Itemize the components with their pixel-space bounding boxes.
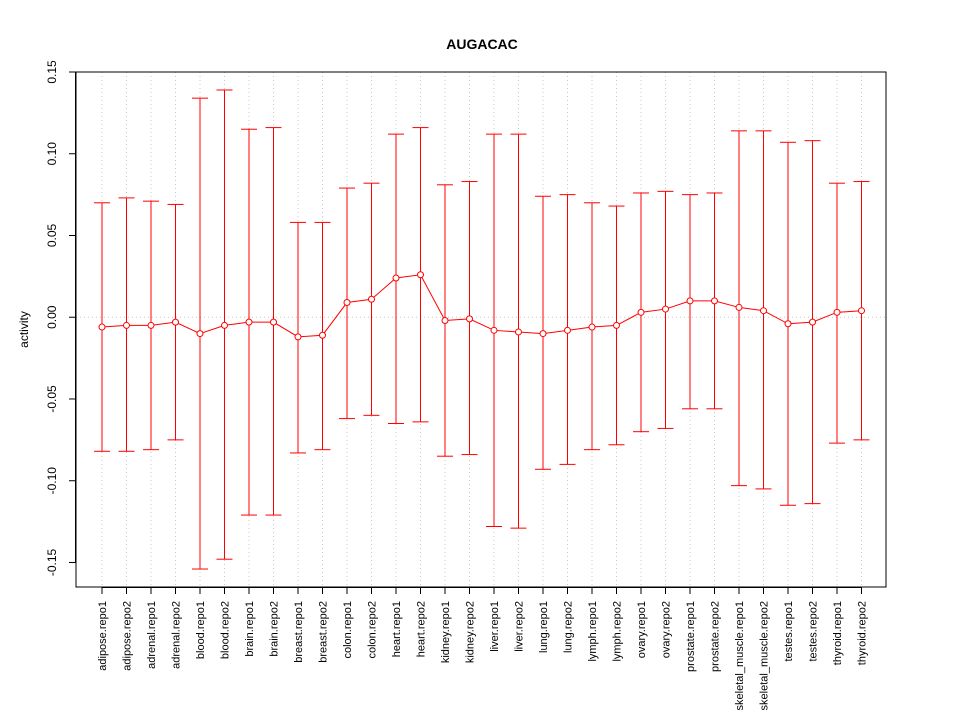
data-point <box>417 271 424 279</box>
x-tick-label: ovary.repo2 <box>661 601 673 658</box>
data-point <box>490 326 498 334</box>
y-tick-label: 0.15 <box>45 60 59 84</box>
x-tick-label: colon.repo1 <box>342 601 354 659</box>
x-tick-label: brain.repo1 <box>244 601 256 657</box>
y-tick-label: -0.05 <box>45 385 59 413</box>
data-point <box>760 307 767 315</box>
line-layer <box>101 274 862 338</box>
x-tick-label: thyroid.repo1 <box>832 601 844 665</box>
x-tick-label: adrenal.repo2 <box>171 601 183 669</box>
x-tick-label: skeletal_muscle.repo1 <box>734 601 746 710</box>
data-point <box>539 330 547 338</box>
data-point <box>515 328 522 336</box>
x-tick-label: breast.repo1 <box>293 601 305 663</box>
data-point <box>613 321 620 329</box>
axis-layer: -0.15 -0.10 -0.05 0.00 0.05 0.10 0.15 adipose.r… <box>45 60 869 710</box>
point-layer <box>98 271 865 341</box>
x-tick-label: adipose.repo2 <box>122 601 134 671</box>
grid-layer <box>76 72 886 587</box>
x-tick-label: liver.repo1 <box>489 601 501 652</box>
data-point <box>368 295 375 303</box>
y-tick-label: -0.15 <box>45 548 59 576</box>
data-point <box>245 318 253 326</box>
y-tick-label: 0.05 <box>45 223 59 247</box>
data-point <box>221 321 228 329</box>
x-tick-label: lung.repo1 <box>538 601 550 653</box>
data-point <box>319 331 326 339</box>
data-point <box>98 323 106 331</box>
x-tick-label: blood.repo2 <box>220 601 232 659</box>
x-tick-label: skeletal_muscle.repo2 <box>759 601 771 710</box>
data-point <box>294 333 302 341</box>
x-tick-label: testes.repo1 <box>783 601 795 662</box>
y-tick-label: 0.10 <box>45 142 59 166</box>
x-tick-label: colon.repo2 <box>367 601 379 659</box>
data-point <box>343 299 351 307</box>
data-point <box>392 274 400 282</box>
x-tick-label: thyroid.repo2 <box>857 601 869 665</box>
chart-title: AUGACAC <box>446 36 518 52</box>
data-point <box>441 317 449 325</box>
data-point <box>662 305 669 313</box>
x-tick-label: brain.repo2 <box>269 601 281 657</box>
x-tick-label: lymph.repo1 <box>587 601 599 662</box>
x-tick-label: adrenal.repo1 <box>146 601 158 669</box>
x-tick-label: prostate.repo1 <box>685 601 697 672</box>
data-point <box>858 307 865 315</box>
data-point <box>172 318 179 326</box>
data-point <box>466 315 473 323</box>
x-tick-label: lymph.repo2 <box>612 601 624 662</box>
data-point <box>809 318 816 326</box>
x-tick-label: lung.repo2 <box>563 601 575 653</box>
data-point <box>784 320 792 328</box>
y-tick-label: -0.10 <box>45 467 59 495</box>
data-point <box>564 326 571 334</box>
x-tick-label: kidney.repo2 <box>465 601 477 663</box>
x-tick-label: heart.repo2 <box>416 601 428 657</box>
x-tick-label: adipose.repo1 <box>97 601 109 671</box>
data-point <box>637 308 645 316</box>
x-tick-label: breast.repo2 <box>318 601 330 663</box>
data-point <box>123 321 130 329</box>
y-axis-label: activity <box>17 311 31 348</box>
x-tick-label: ovary.repo1 <box>636 601 648 658</box>
x-tick-label: liver.repo2 <box>514 601 526 652</box>
data-point <box>735 303 743 311</box>
data-point <box>147 321 155 329</box>
data-point <box>833 308 841 316</box>
data-point <box>711 297 718 305</box>
data-point <box>686 297 694 305</box>
y-tick-label: 0.00 <box>45 305 59 329</box>
errorbar-layer <box>94 89 870 570</box>
data-point <box>588 323 596 331</box>
data-point <box>270 318 277 326</box>
x-tick-label: prostate.repo2 <box>710 601 722 672</box>
x-tick-label: blood.repo1 <box>195 601 207 659</box>
series-line <box>101 274 862 338</box>
data-point <box>196 330 204 338</box>
plot-frame <box>75 71 887 588</box>
x-tick-label: heart.repo1 <box>391 601 403 657</box>
x-tick-label: kidney.repo1 <box>440 601 452 663</box>
x-tick-label: testes.repo2 <box>808 601 820 662</box>
